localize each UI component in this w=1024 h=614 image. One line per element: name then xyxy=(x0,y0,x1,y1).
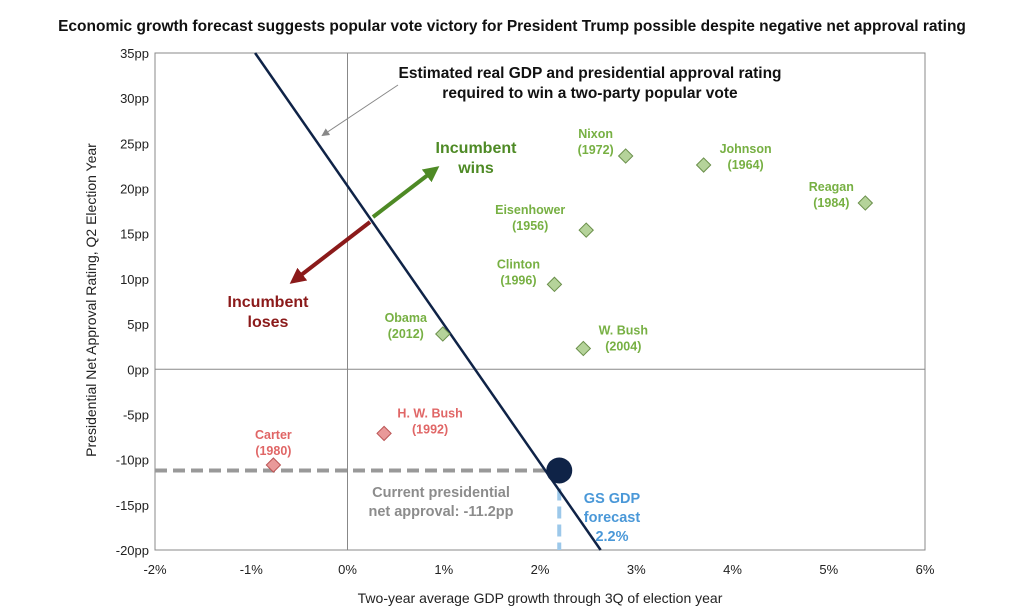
point-year: (1996) xyxy=(500,273,536,287)
point-year: (1972) xyxy=(578,143,614,157)
point-marker xyxy=(617,148,634,164)
point-marker xyxy=(857,195,874,211)
point-label: Clinton xyxy=(497,257,540,271)
y-axis-label: Presidential Net Approval Rating, Q2 Ele… xyxy=(83,143,99,457)
point-label: H. W. Bush xyxy=(397,406,462,420)
y-tick-label: 5pp xyxy=(127,317,149,332)
incumbent-wins-label: Incumbent xyxy=(436,140,518,157)
x-tick-label: -1% xyxy=(240,562,264,577)
point-marker xyxy=(546,276,563,293)
point-marker xyxy=(376,425,392,442)
y-tick-label: 20pp xyxy=(120,182,149,197)
gdp-forecast-label: GS GDP xyxy=(584,491,641,507)
point-label: Obama xyxy=(385,311,428,325)
plot-area xyxy=(154,52,926,551)
y-tick-label: 35pp xyxy=(120,46,149,61)
point-year: (1956) xyxy=(512,219,548,233)
point-marker xyxy=(265,457,282,473)
x-tick-label: 6% xyxy=(916,562,935,577)
y-tick-label: -5pp xyxy=(123,407,149,422)
incumbent-loses-label: loses xyxy=(248,314,289,331)
y-tick-label: 30pp xyxy=(120,91,149,106)
y-tick-label: -15pp xyxy=(116,498,149,513)
y-tick-label: -20pp xyxy=(116,543,149,558)
data-point: W. Bush (2004) xyxy=(575,323,648,357)
x-tick-label: 1% xyxy=(434,562,453,577)
line-label: required to win a two-party popular vote xyxy=(442,85,738,102)
point-marker xyxy=(578,222,594,238)
point-label: Nixon xyxy=(578,127,613,141)
incumbent-wins-label: wins xyxy=(457,160,494,177)
point-year: (1992) xyxy=(412,422,448,436)
y-tick-label: 0pp xyxy=(127,362,149,377)
data-point: Reagan (1984) xyxy=(809,180,874,211)
x-axis-label: Two-year average GDP growth through 3Q o… xyxy=(358,590,723,606)
data-point: H. W. Bush (1992) xyxy=(376,406,463,442)
x-tick-label: 4% xyxy=(723,562,742,577)
point-label: Johnson xyxy=(720,142,772,156)
current-approval-label: net approval: -11.2pp xyxy=(368,504,513,520)
y-tick-label: 10pp xyxy=(120,272,149,287)
point-year: (1984) xyxy=(813,196,849,210)
x-tick-label: 0% xyxy=(338,562,357,577)
data-point: Nixon (1972) xyxy=(578,127,634,164)
data-point: Johnson (1964) xyxy=(695,142,772,173)
point-label: Eisenhower xyxy=(495,203,565,217)
data-point: Carter (1980) xyxy=(255,428,292,473)
x-tick-label: -2% xyxy=(143,562,167,577)
y-tick-label: 15pp xyxy=(120,227,149,242)
line-label-pointer xyxy=(321,84,399,137)
current-point xyxy=(546,457,573,484)
data-point: Eisenhower (1956) xyxy=(495,203,594,238)
current-approval-label: Current presidential xyxy=(372,485,510,501)
point-year: (1980) xyxy=(255,444,291,458)
point-year: (2012) xyxy=(388,327,424,341)
point-label: Carter xyxy=(255,428,292,442)
incumbent-loses-label: Incumbent xyxy=(228,294,310,311)
x-tick-label: 3% xyxy=(627,562,646,577)
threshold-line xyxy=(254,52,602,551)
incumbent-loses-arrow xyxy=(289,220,372,284)
point-marker xyxy=(695,157,712,173)
data-point: Obama (2012) xyxy=(385,311,451,342)
line-label: Estimated real GDP and presidential appr… xyxy=(398,65,781,82)
gdp-forecast-label: forecast xyxy=(584,510,641,526)
data-point: Clinton (1996) xyxy=(497,257,563,293)
point-year: (1964) xyxy=(728,158,764,172)
chart-title: Economic growth forecast suggests popula… xyxy=(58,18,966,35)
point-marker xyxy=(435,326,451,342)
point-label: Reagan xyxy=(809,180,854,194)
point-year: (2004) xyxy=(605,339,641,353)
incumbent-wins-arrow xyxy=(371,166,440,219)
x-tick-label: 2% xyxy=(531,562,550,577)
point-marker xyxy=(575,340,592,357)
gdp-forecast-label: 2.2% xyxy=(595,529,628,545)
y-tick-label: -10pp xyxy=(116,453,149,468)
point-label: W. Bush xyxy=(599,323,648,337)
x-tick-label: 5% xyxy=(819,562,838,577)
y-tick-label: 25pp xyxy=(120,136,149,151)
